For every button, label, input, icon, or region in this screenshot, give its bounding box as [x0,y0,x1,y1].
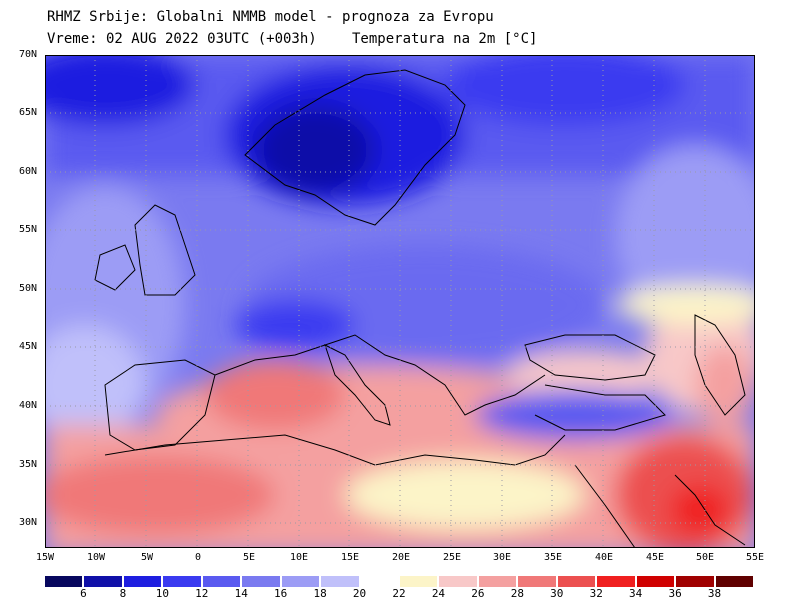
map-frame [45,55,755,548]
chart-title: RHMZ Srbije: Globalni NMMB model - progn… [47,9,494,25]
lon-label: 45E [645,552,665,563]
colorbar-segment [597,576,635,587]
colorbar-segment [636,576,675,587]
variable-label: Temperatura na 2m [°C] [352,31,538,47]
lat-label: 45N [19,341,38,352]
lon-label: 10W [86,552,106,563]
colorbar-label: 18 [313,587,327,600]
colorbar-label: 12 [195,587,209,600]
colorbar-label: 20 [352,587,367,600]
lon-label: 40E [594,552,614,563]
colorbar-segment [557,576,596,587]
colorbar-label: 16 [274,587,288,600]
lat-label: 60N [19,166,38,177]
lon-label: 20E [391,552,411,563]
lon-label: 35E [543,552,563,563]
colorbar-segment [45,576,83,587]
colorbar-segment [518,576,556,587]
colorbar-segment [439,576,477,587]
colorbar-label: 22 [392,587,406,600]
colorbar-segment [281,576,320,587]
lon-label: 10E [289,552,309,563]
forecast-time: Vreme: 02 AUG 2022 03UTC (+003h) [47,31,317,47]
lon-label: 55E [745,552,765,563]
colorbar-label: 34 [629,587,643,600]
colorbar-label: 10 [155,587,169,600]
colorbar-segment [242,576,280,587]
temperature-shading [45,55,755,548]
colorbar-label: 6 [80,587,87,600]
lon-label: 30E [492,552,512,563]
colorbar [45,576,755,588]
colorbar-segment [163,576,201,587]
lat-label: 30N [19,517,38,528]
colorbar-label: 8 [119,587,127,600]
colorbar-label: 26 [471,587,485,600]
temperature-map [45,55,755,548]
colorbar-segment [478,576,517,587]
colorbar-segment [400,576,438,587]
lon-label: 5E [242,552,256,563]
colorbar-segment [202,576,241,587]
colorbar-segment [84,576,122,587]
colorbar-segment [321,576,359,587]
lat-label: 70N [19,49,38,60]
lon-label: 25E [442,552,462,563]
lat-label: 40N [19,400,38,411]
lon-label: 15E [340,552,360,563]
colorbar-label: 36 [668,587,682,600]
lat-label: 35N [19,459,38,470]
lon-label: 0 [194,552,202,563]
lat-label: 65N [19,107,38,118]
colorbar-segment [123,576,162,587]
colorbar-label: 30 [550,587,564,600]
lon-label: 15W [35,552,55,563]
lon-label: 50E [695,552,715,563]
graticule [45,55,755,548]
colorbar-segment [676,576,714,587]
colorbar-segment [715,576,753,587]
colorbar-label: 14 [234,587,248,600]
lat-label: 50N [19,283,38,294]
lat-label: 55N [19,224,38,235]
colorbar-segment [360,576,398,587]
colorbar-label: 38 [707,587,722,600]
colorbar-label: 32 [589,587,603,600]
colorbar-label: 28 [510,587,524,600]
colorbar-label: 24 [431,587,446,600]
lon-label: 5W [140,552,154,563]
